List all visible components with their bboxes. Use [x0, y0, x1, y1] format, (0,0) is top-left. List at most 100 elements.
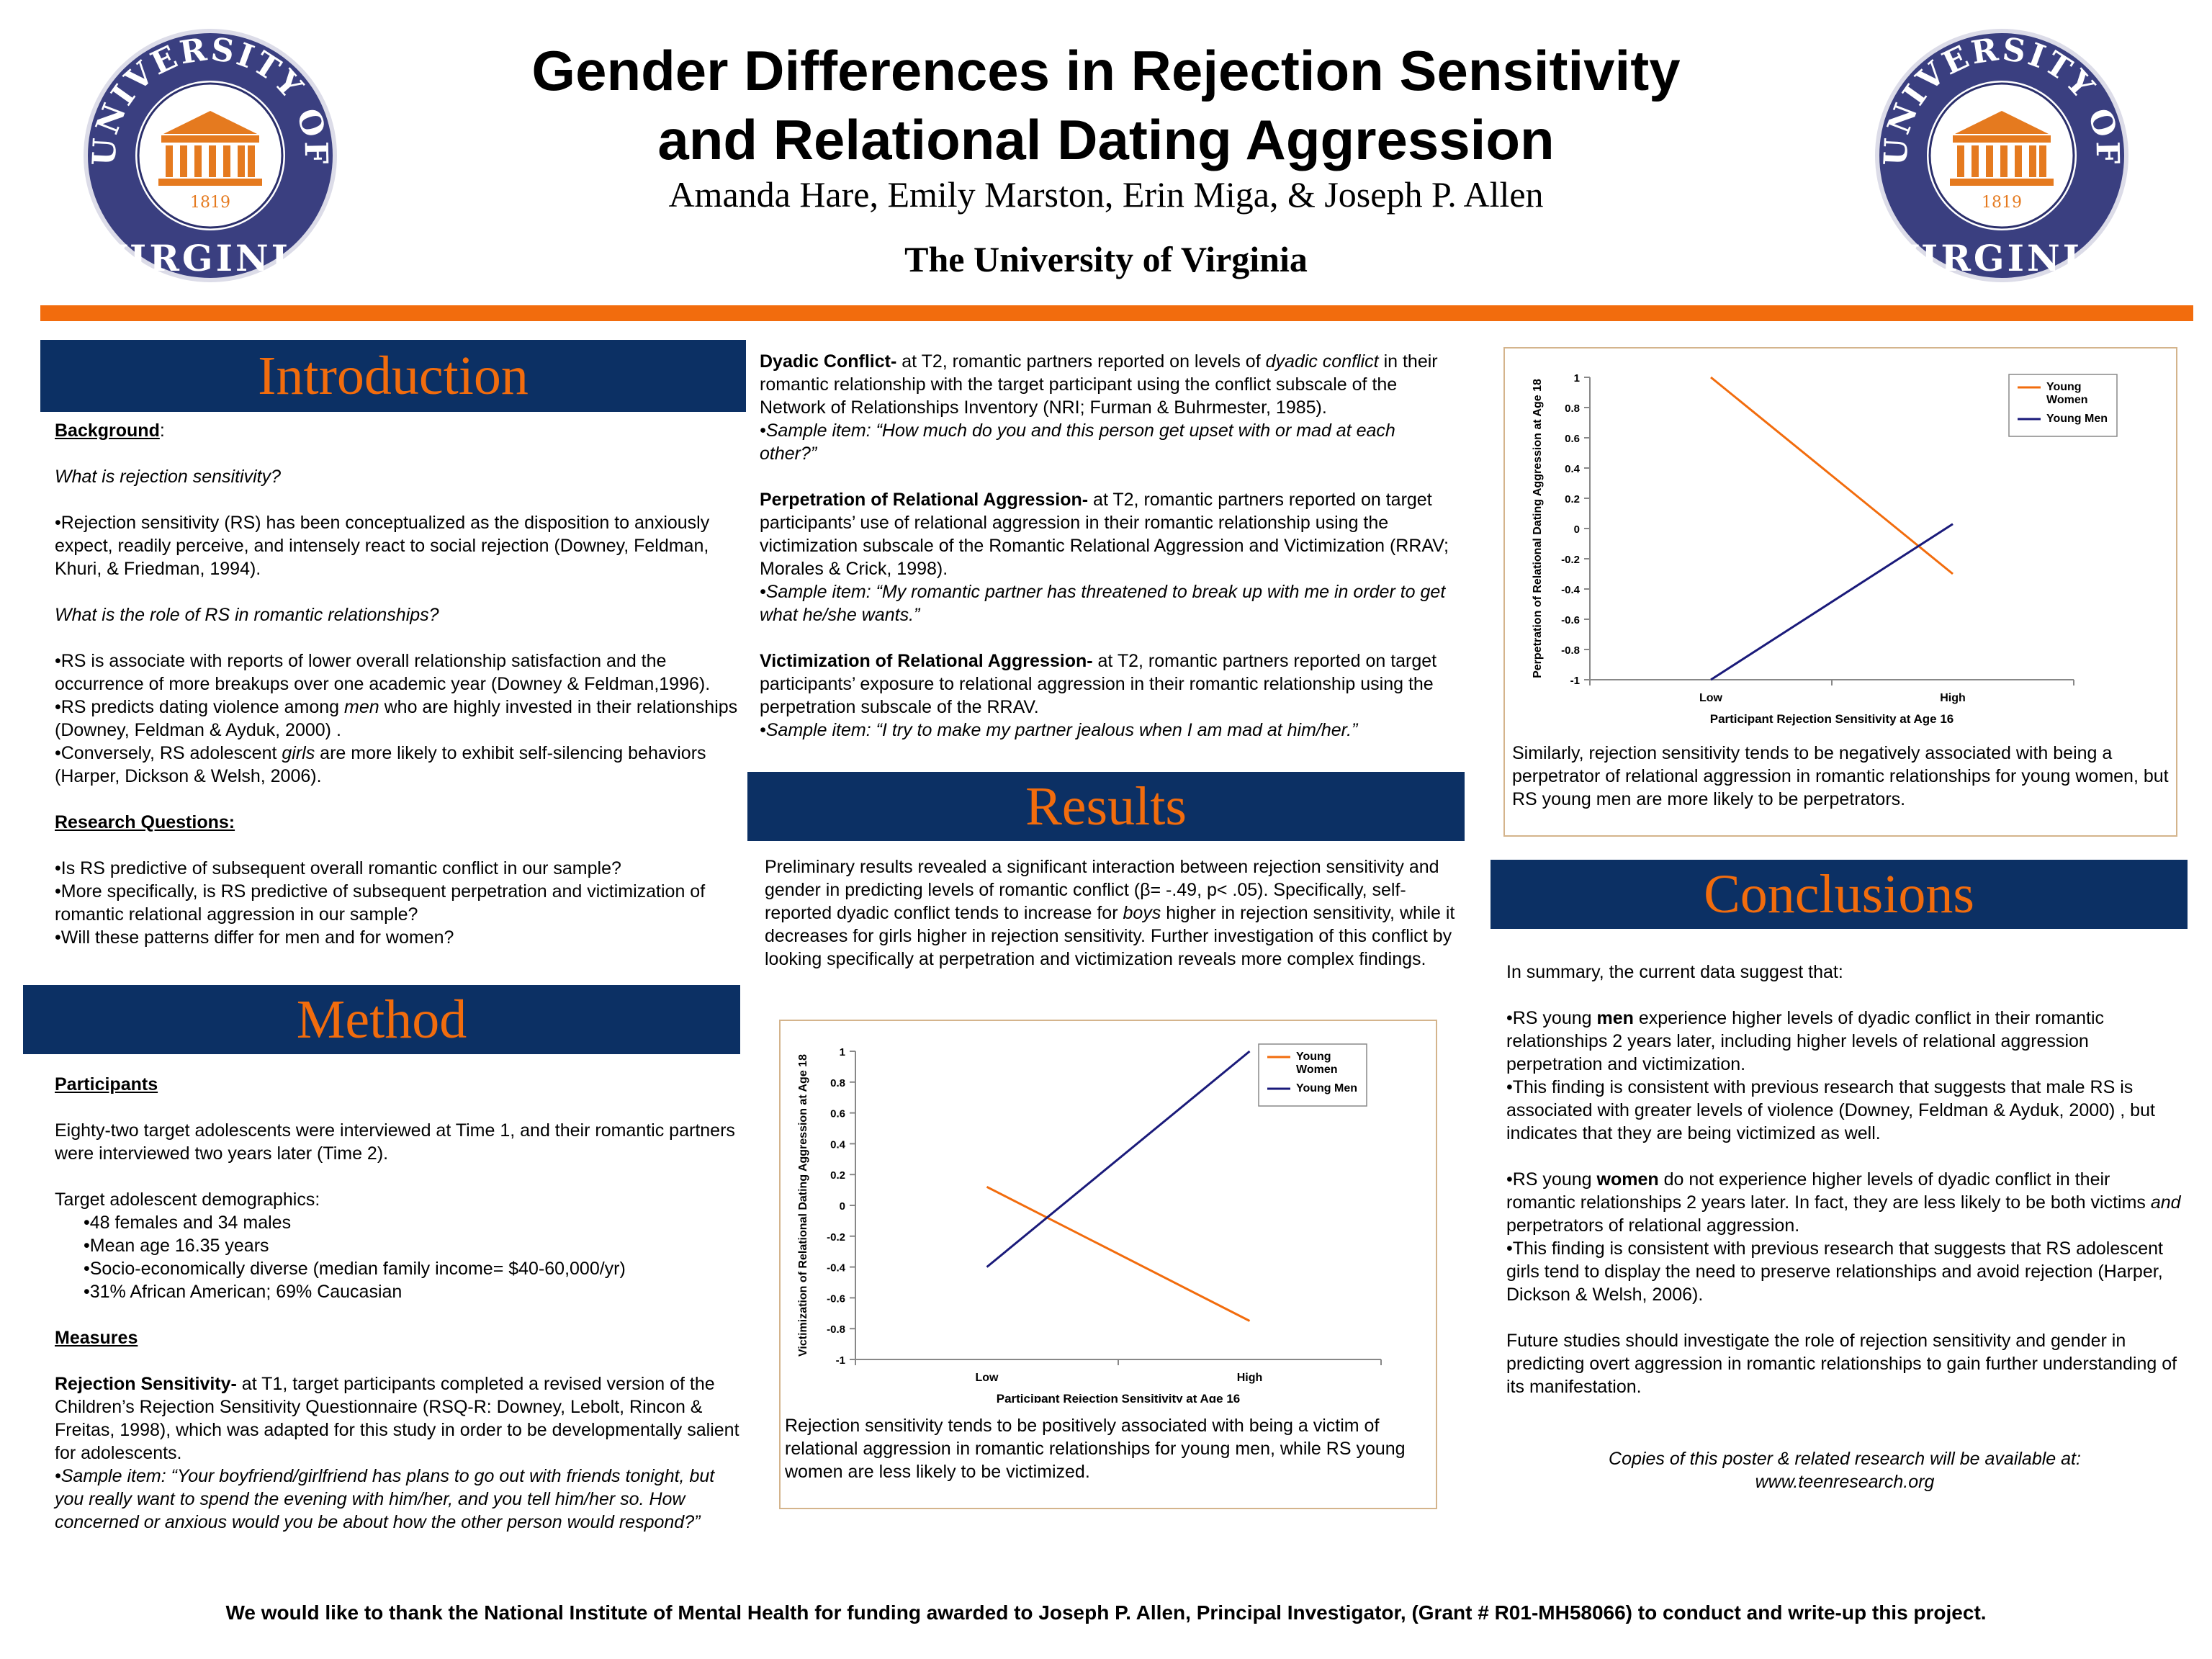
logo-year-right: 1819: [1982, 194, 2022, 212]
header-divider: [40, 305, 2193, 321]
victimization-chart-box: 1 0.8 0.6 0.4 0.2 0 -0.2 -0.4 -0.6 -0.8 -1 Low High P…: [779, 1020, 1437, 1509]
conclusion-5: Future studies should investigate the ro…: [1506, 1331, 2177, 1397]
x-axis-label: Participant Rejection Sensitivity at Age…: [997, 1392, 1241, 1403]
website-link[interactable]: www.teenresearch.org: [1755, 1472, 1935, 1492]
legend-label-men: Young Men: [1296, 1082, 1357, 1094]
y-tick-label: -0.4: [827, 1262, 846, 1274]
victimization-measure: Victimization of Relational Aggression- …: [760, 651, 1437, 717]
results-text: Preliminary results revealed a significa…: [765, 857, 1455, 969]
university-name: The University of Virginia: [904, 239, 1308, 279]
victimization-caption: Rejection sensitivity tends to be positi…: [785, 1416, 1406, 1482]
university-logo-right: UNIVERSITY OF VIRGINIA 1819: [1875, 29, 2128, 282]
demographic-item: •31% African American; 69% Caucasian: [84, 1282, 403, 1302]
logo-ring-bottom: VIRGINIA: [98, 237, 322, 279]
x-tick-label: High: [1940, 692, 1966, 704]
y-tick-label: -0.4: [1561, 584, 1581, 596]
series-line-young-men: [986, 1050, 1251, 1268]
series-line-young-men: [1710, 523, 1954, 681]
y-tick-label: 0.2: [830, 1169, 845, 1182]
legend-label-women: Young: [1296, 1051, 1331, 1063]
acknowledgement: We would like to thank the National Inst…: [225, 1601, 1987, 1624]
perpetration-chart-box: 1 0.8 0.6 0.4 0.2 0 -0.2 -0.4 -0.6 -0.8 -1 Low High P…: [1503, 347, 2177, 837]
logo-year: 1819: [190, 194, 230, 212]
victimization-sample: •Sample item: “I try to make my partner …: [760, 720, 1358, 740]
method-section: Participants Eighty-two target adolescen…: [55, 1073, 746, 1534]
measures-label: Measures: [55, 1328, 138, 1348]
conclusions-intro: In summary, the current data suggest tha…: [1506, 962, 1843, 982]
rotunda-icon: [158, 111, 262, 186]
conclusion-3: •RS young women do not experience higher…: [1506, 1169, 2181, 1236]
y-tick-label: -0.2: [827, 1231, 845, 1244]
legend-label-women: Young: [2046, 381, 2082, 393]
y-tick-label: 0.6: [1565, 433, 1580, 445]
y-tick-label: -0.8: [827, 1323, 845, 1336]
y-tick-label: 0.8: [830, 1077, 845, 1089]
perpetration-sample: •Sample item: “My romantic partner has t…: [760, 582, 1446, 625]
intro-paragraph-2: •RS is associate with reports of lower o…: [55, 651, 711, 694]
logo-ring-bottom-right: VIRGINIA: [1889, 237, 2113, 279]
y-tick-label: 0.4: [830, 1138, 846, 1151]
legend-box: [2008, 374, 2118, 437]
participants-text: Eighty-two target adolescents were inter…: [55, 1120, 735, 1164]
y-tick-label: 0.6: [830, 1108, 845, 1120]
x-tick-label: Low: [976, 1372, 999, 1384]
y-tick-label: -1: [1570, 675, 1580, 687]
measures-continued: Dyadic Conflict- at T2, romantic partner…: [760, 350, 1451, 742]
conclusion-4: •This finding is consistent with previou…: [1506, 1238, 2163, 1305]
y-tick-label: -0.2: [1561, 554, 1580, 566]
y-tick-label: -0.8: [1561, 644, 1580, 657]
x-tick-label: High: [1237, 1372, 1263, 1384]
intro-paragraph-4: •Conversely, RS adolescent girls are mor…: [55, 743, 706, 786]
victimization-chart: 1 0.8 0.6 0.4 0.2 0 -0.2 -0.4 -0.6 -0.8 -1 Low High P…: [797, 1043, 1382, 1403]
research-questions-label: Research Questions:: [55, 812, 235, 832]
rejection-sensitivity-sample: •Sample item: “Your boyfriend/girlfriend…: [55, 1466, 715, 1532]
legend-label-men: Young Men: [2046, 413, 2108, 425]
dyadic-conflict-measure: Dyadic Conflict- at T2, romantic partner…: [760, 351, 1438, 418]
copies-text: Copies of this poster & related research…: [1609, 1449, 2081, 1469]
perpetration-chart: 1 0.8 0.6 0.4 0.2 0 -0.2 -0.4 -0.6 -0.8 -1 Low High P…: [1532, 372, 2118, 726]
legend-box: [1258, 1043, 1367, 1107]
demographic-item: •48 females and 34 males: [84, 1213, 292, 1233]
series-line-young-women: [986, 1185, 1251, 1322]
series-line-young-women: [1710, 376, 1954, 575]
introduction-heading: Introduction: [40, 340, 746, 412]
background-label: Background: [55, 421, 160, 441]
dyadic-conflict-sample: •Sample item: “How much do you and this …: [760, 421, 1395, 464]
research-question-3: •Will these patterns differ for men and …: [55, 927, 454, 948]
y-tick-label: -0.6: [827, 1292, 845, 1305]
conclusions-section: In summary, the current data suggest tha…: [1506, 961, 2183, 1398]
title-line-2: and Relational Dating Aggression: [657, 108, 1555, 171]
intro-question-2: What is the role of RS in romantic relat…: [55, 605, 439, 625]
intro-paragraph-3: •RS predicts dating violence among men w…: [55, 697, 738, 740]
poster-title: Gender Differences in Rejection Sensitiv…: [432, 36, 1780, 174]
y-tick-label: 1: [840, 1046, 845, 1058]
rejection-sensitivity-measure: Rejection Sensitivity- at T1, target par…: [55, 1374, 739, 1463]
university-logo-left: UNIVERSITY OF VIRGINIA 1819: [84, 29, 337, 282]
y-tick-label: -1: [836, 1354, 845, 1367]
y-axis-label: Victimization of Relational Dating Aggre…: [797, 1054, 809, 1357]
perpetration-measure: Perpetration of Relational Aggression- a…: [760, 490, 1449, 579]
copies-note: Copies of this poster & related research…: [1506, 1447, 2183, 1493]
y-tick-label: 0.4: [1565, 463, 1581, 475]
title-line-1: Gender Differences in Rejection Sensitiv…: [531, 39, 1681, 102]
x-tick-label: Low: [1699, 692, 1723, 704]
conclusion-1: •RS young men experience higher levels o…: [1506, 1008, 2105, 1074]
results-heading: Results: [747, 772, 1465, 841]
y-tick-label: 0: [840, 1200, 845, 1213]
x-axis-label: Participant Rejection Sensitivity at Age…: [1710, 712, 1954, 726]
legend-label-women: Women: [1296, 1064, 1337, 1076]
conclusion-2: •This finding is consistent with previou…: [1506, 1077, 2155, 1143]
y-tick-label: 0: [1574, 523, 1580, 536]
participants-label: Participants: [55, 1074, 158, 1094]
research-question-2: •More specifically, is RS predictive of …: [55, 881, 706, 925]
method-heading: Method: [23, 985, 740, 1054]
demographic-item: •Mean age 16.35 years: [84, 1236, 269, 1256]
rotunda-icon: [1950, 111, 2054, 186]
authors: Amanda Hare, Emily Marston, Erin Miga, &…: [668, 174, 1544, 215]
intro-question-1: What is rejection sensitivity?: [55, 467, 282, 487]
y-tick-label: 0.2: [1565, 493, 1580, 505]
y-axis-label: Perpetration of Relational Dating Aggres…: [1532, 379, 1544, 678]
demographics-label: Target adolescent demographics:: [55, 1190, 320, 1210]
research-question-1: •Is RS predictive of subsequent overall …: [55, 858, 621, 878]
y-tick-label: 0.8: [1565, 403, 1580, 415]
